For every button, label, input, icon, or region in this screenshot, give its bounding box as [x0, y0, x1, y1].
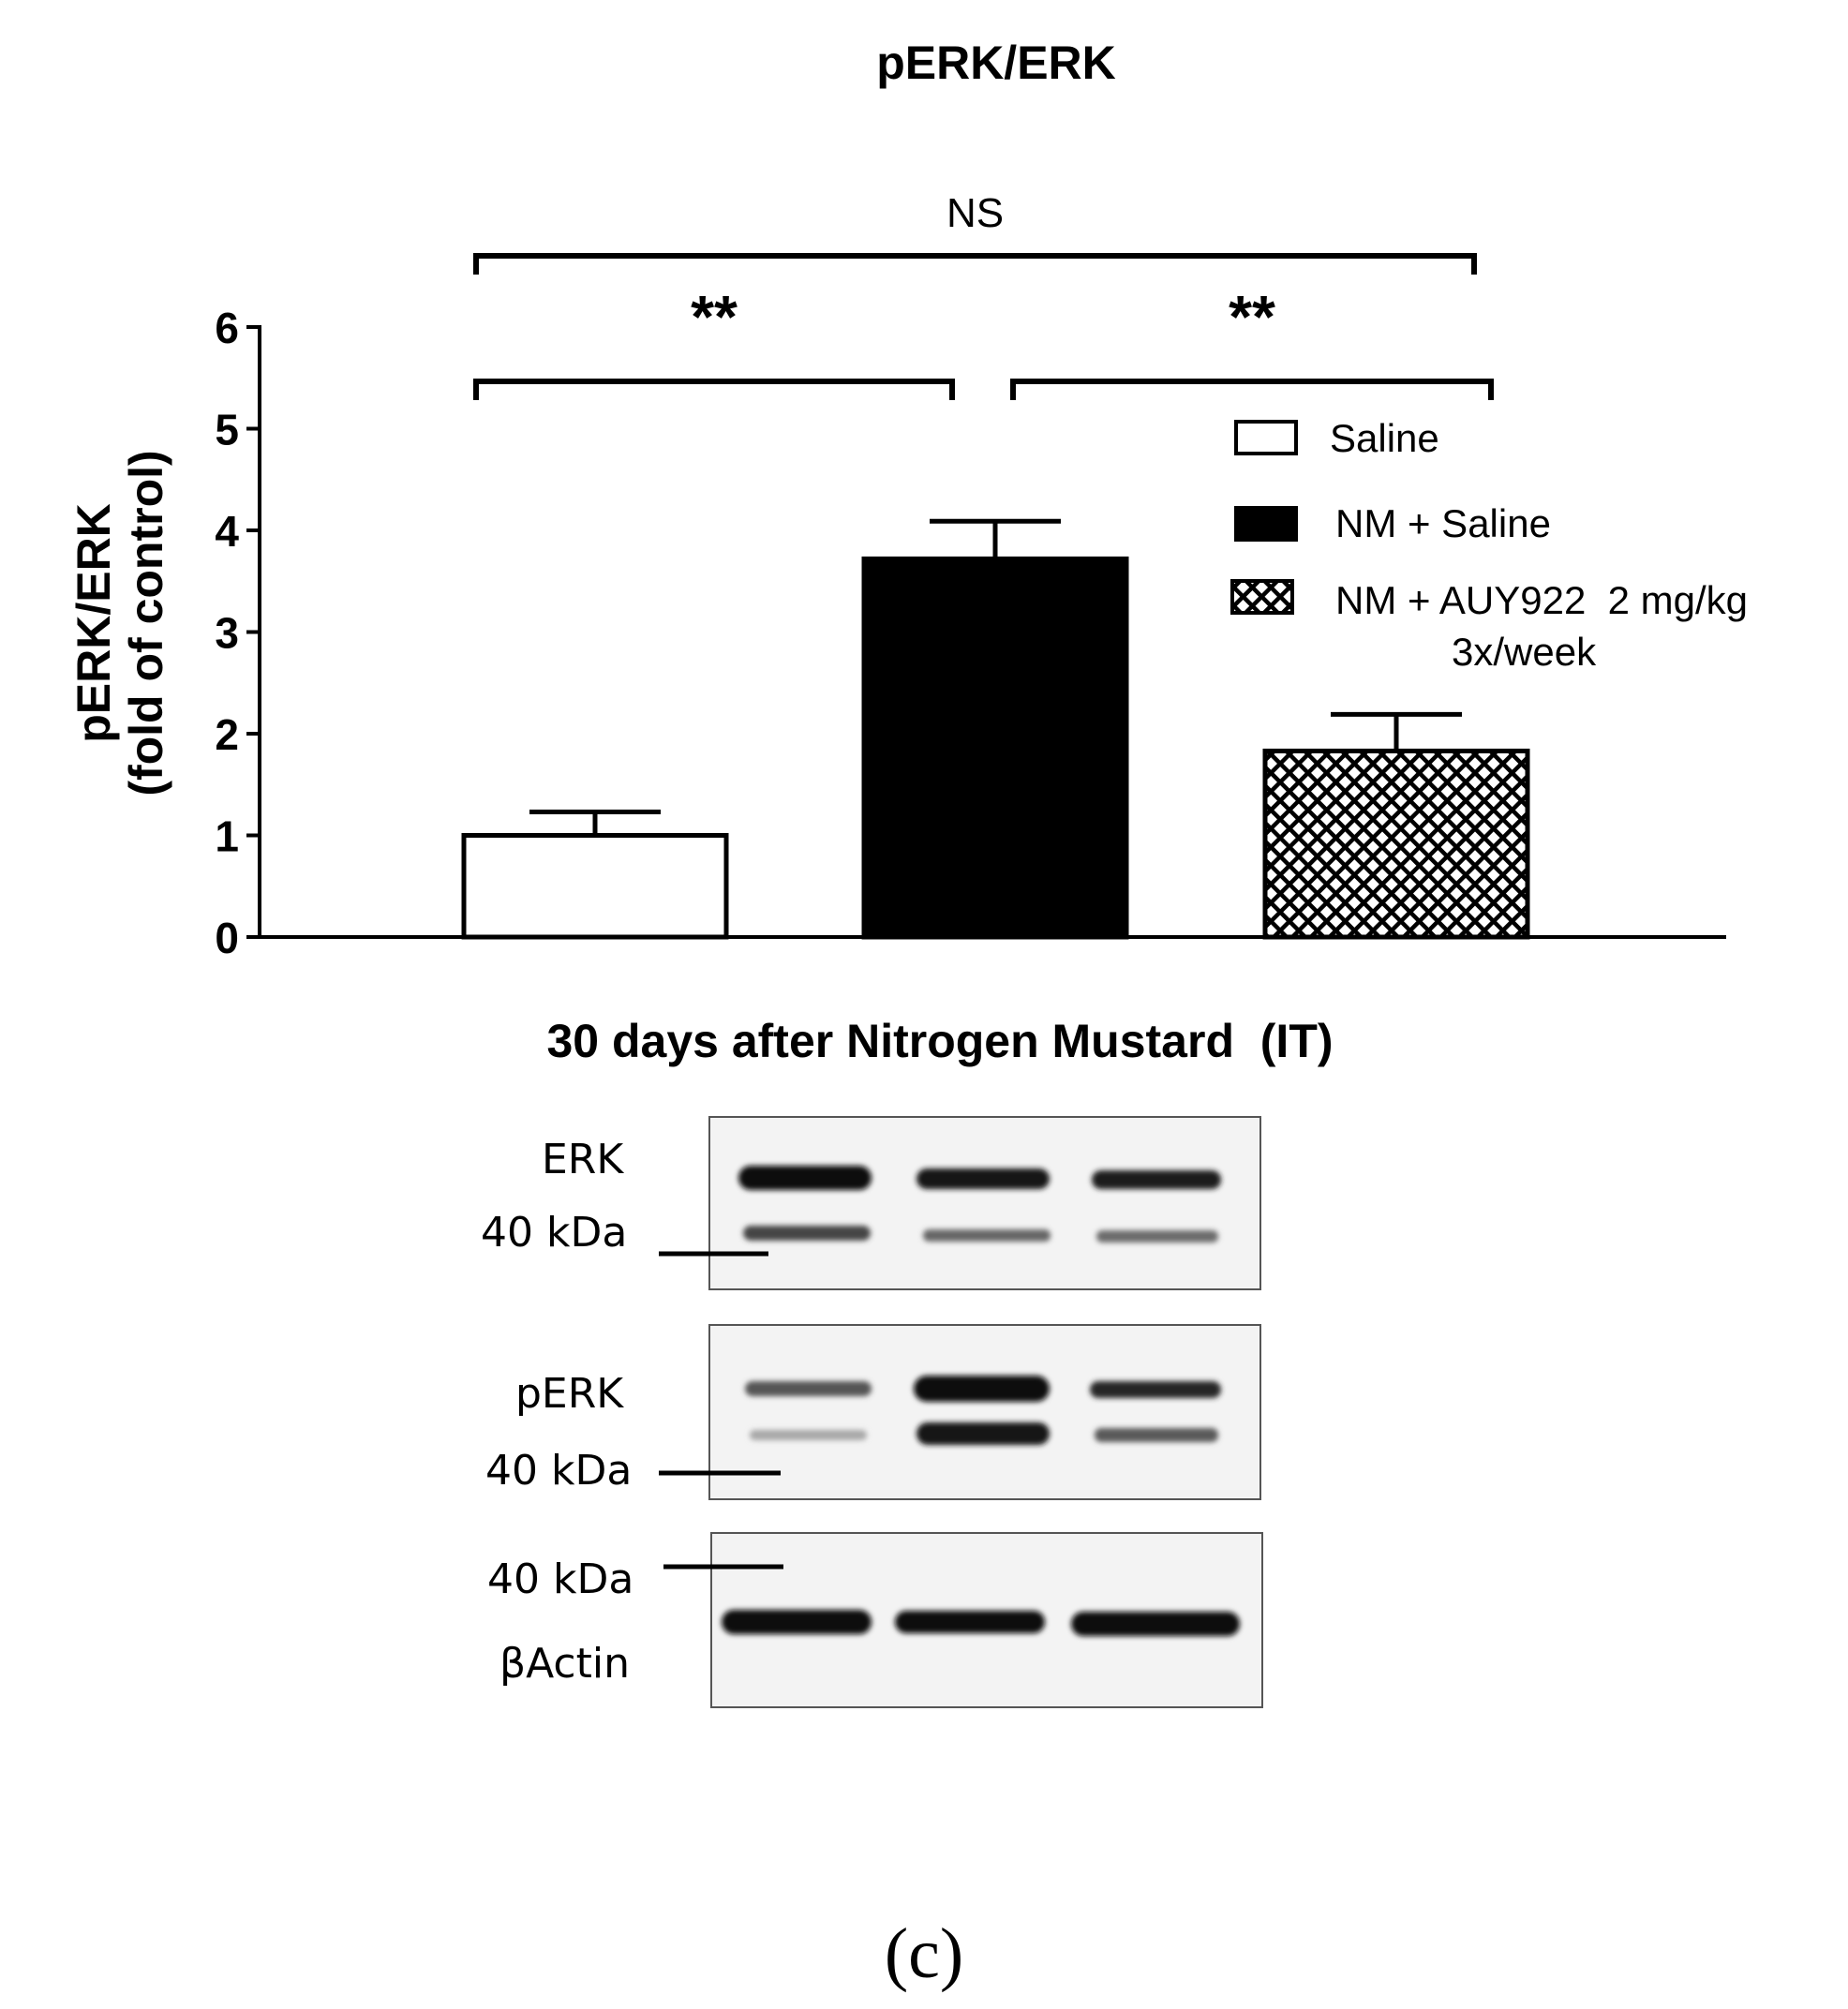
band	[1096, 1230, 1218, 1243]
significance-bracket-2	[473, 379, 955, 400]
band	[914, 1376, 1050, 1402]
blot-title: 30 days after Nitrogen Mustard (IT)	[546, 1015, 1333, 1067]
significance-bracket-3	[1010, 379, 1494, 400]
band	[923, 1229, 1051, 1242]
legend-label-nm-auy922: NM + AUY922 2 mg/kg	[1335, 578, 1748, 622]
band	[1095, 1428, 1218, 1442]
legend-label-nm-auy922-line2: 3x/week	[1452, 630, 1597, 674]
y-axis-label: pERK/ERK (fold of control)	[67, 450, 172, 796]
blot-panel-bactin: 40 kDa βActin	[487, 1532, 1263, 1708]
y-axis-label-line1: pERK/ERK	[67, 503, 120, 743]
panel-label: (c)	[885, 1914, 963, 1993]
bar-1	[461, 833, 729, 940]
blot-bands-perk	[745, 1376, 1221, 1445]
blot-label-bactin: βActin	[499, 1640, 630, 1688]
y-tick-label: 1	[215, 812, 239, 861]
blot-membrane-erk	[708, 1116, 1261, 1290]
blot-label-perk: pERK	[515, 1370, 624, 1418]
y-tick-label: 2	[215, 710, 239, 759]
bar-2	[861, 556, 1129, 940]
significance-label-2: **	[691, 283, 738, 350]
legend-swatch-nm-saline	[1234, 506, 1298, 542]
band	[917, 1168, 1050, 1189]
significance-label-3: **	[1229, 283, 1275, 350]
blot-bands-bactin	[722, 1610, 1240, 1636]
band	[743, 1226, 871, 1241]
band	[917, 1422, 1050, 1445]
y-axis-label-line2: (fold of control)	[120, 450, 172, 796]
y-tick-label: 6	[215, 304, 239, 352]
legend-label-saline: Saline	[1330, 416, 1439, 460]
blot-panel-erk: ERK 40 kDa	[481, 1116, 1261, 1290]
legend-label-nm-saline: NM + Saline	[1335, 501, 1551, 545]
band	[1071, 1612, 1240, 1636]
band	[1092, 1170, 1221, 1189]
bars	[461, 556, 1530, 940]
significance-label-1: NS	[946, 190, 1004, 236]
band	[1090, 1381, 1221, 1398]
bar-3	[1262, 748, 1530, 940]
y-tick-label: 0	[215, 914, 239, 962]
chart-title: pERK/ERK	[876, 37, 1116, 89]
y-tick-label: 5	[215, 406, 239, 454]
y-tick-label: 3	[215, 609, 239, 658]
blot-panel-perk: pERK 40 kDa	[485, 1324, 1261, 1500]
y-tick-label: 4	[215, 507, 239, 556]
blot-marker-bactin: 40 kDa	[487, 1555, 633, 1603]
band	[738, 1166, 872, 1190]
legend: Saline NM + Saline NM + AUY922 2 mg/kg 3…	[1230, 416, 1748, 674]
band	[750, 1430, 867, 1440]
error-bars	[529, 518, 1462, 836]
band	[895, 1611, 1045, 1633]
blot-marker-perk: 40 kDa	[485, 1447, 632, 1495]
legend-swatch-saline	[1234, 420, 1298, 455]
blot-marker-erk: 40 kDa	[481, 1209, 627, 1257]
blot-label-erk: ERK	[542, 1136, 624, 1183]
legend-swatch-nm-auy922	[1230, 579, 1294, 615]
significance-bracket-1	[473, 253, 1477, 275]
blot-membrane-perk	[708, 1324, 1261, 1500]
band	[722, 1610, 872, 1634]
blot-bands-erk	[738, 1166, 1221, 1243]
band	[745, 1381, 872, 1396]
y-ticks: 0 1 2 3 4 5 6	[215, 304, 261, 962]
significance-brackets: NS ** **	[473, 190, 1494, 400]
